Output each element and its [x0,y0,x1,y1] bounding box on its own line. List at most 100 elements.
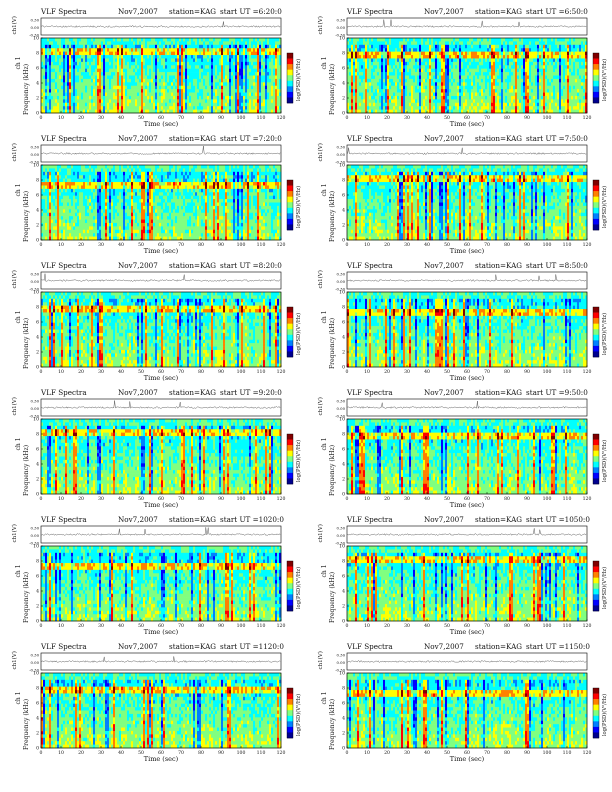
heatmap-cell [57,65,60,69]
heatmap-cell [505,38,508,42]
heatmap-cell [279,109,282,114]
heatmap-cell [349,55,352,59]
heatmap-cell [409,78,412,83]
colorbar-segment [287,58,293,65]
heatmap-cell [247,92,250,97]
heatmap-cell [409,72,412,76]
heatmap-cell [223,48,226,52]
heatmap-cell [381,99,384,104]
heatmap-cell [239,85,242,90]
heatmap-cell [489,44,492,49]
heatmap-cell [217,89,220,93]
heatmap-cell [383,65,386,69]
heatmap-cell [361,89,364,93]
heatmap-cell [71,82,74,87]
heatmap-cell [355,102,358,107]
heatmap-cell [77,72,80,76]
heatmap-cell [275,58,278,63]
heatmap-cell [165,58,168,63]
heatmap-cell [415,95,418,100]
heatmap-cell [417,89,420,93]
heatmap-cell [123,38,126,42]
heatmap-cell [149,109,152,114]
heatmap-cell [185,68,188,73]
heatmap-cell [439,92,442,97]
heatmap-cell [171,51,174,56]
heatmap-cell [211,106,214,110]
heatmap-cell [353,72,356,76]
heatmap-cell [61,65,64,69]
heatmap-cell [53,95,56,100]
heatmap-cell [183,61,186,66]
heatmap-cell [475,85,478,90]
heatmap-cell [273,92,276,97]
heatmap-cell [181,44,184,49]
heatmap-cell [131,82,134,87]
heatmap-cell [391,58,394,63]
heatmap-cell [469,41,472,46]
heatmap-cell [469,72,472,76]
heatmap-cell [57,109,60,114]
heatmap-cell [483,85,486,90]
heatmap-cell [501,55,504,59]
heatmap-cell [389,92,392,97]
heatmap-cell [451,38,454,42]
heatmap-cell [379,72,382,76]
heatmap-cell [185,61,188,66]
heatmap-cell [537,48,540,52]
heatmap-cell [349,65,352,69]
heatmap-cell [57,68,60,73]
heatmap-cell [255,58,258,63]
heatmap-cell [357,89,360,93]
heatmap-cell [99,102,102,107]
heatmap-cell [489,51,492,56]
heatmap-cell [549,58,552,63]
heatmap-cell [165,65,168,69]
heatmap-cell [125,85,128,90]
heatmap-cell [545,75,548,80]
heatmap-cell [447,106,450,110]
heatmap-cell [421,65,424,69]
heatmap-cell [511,51,514,56]
heatmap-cell [537,106,540,110]
heatmap-cell [197,38,200,42]
heatmap-cell [457,55,460,59]
heatmap-cell [267,72,270,76]
heatmap-cell [365,82,368,87]
heatmap-cell [459,68,462,73]
heatmap-cell [221,48,224,52]
heatmap-cell [199,44,202,49]
heatmap-cell [425,78,428,83]
heatmap-cell [249,58,252,63]
heatmap-cell [69,72,72,76]
heatmap-cell [55,99,58,104]
heatmap-cell [455,65,458,69]
heatmap-cell [225,51,228,56]
heatmap-cell [501,82,504,87]
heatmap-cell [157,55,160,59]
heatmap-cell [177,65,180,69]
heatmap-cell [363,89,366,93]
heatmap-cell [153,102,156,107]
heatmap-cell [279,55,282,59]
heatmap-cell [277,51,280,56]
heatmap-cell [95,72,98,76]
heatmap-cell [181,65,184,69]
heatmap-cell [153,58,156,63]
heatmap-cell [71,78,74,83]
heatmap-cell [381,55,384,59]
heatmap-cell [349,78,352,83]
heatmap-cell [233,95,236,100]
heatmap-cell [429,68,432,73]
heatmap-cell [77,106,80,110]
heatmap-cell [159,99,162,104]
heatmap-cell [239,61,242,66]
heatmap-cell [77,68,80,73]
heatmap-cell [175,72,178,76]
heatmap-cell [183,106,186,110]
heatmap-cell [103,82,106,87]
heatmap-cell [445,85,448,90]
heatmap-cell [541,109,544,114]
heatmap-cell [197,55,200,59]
heatmap-cell [461,48,464,52]
